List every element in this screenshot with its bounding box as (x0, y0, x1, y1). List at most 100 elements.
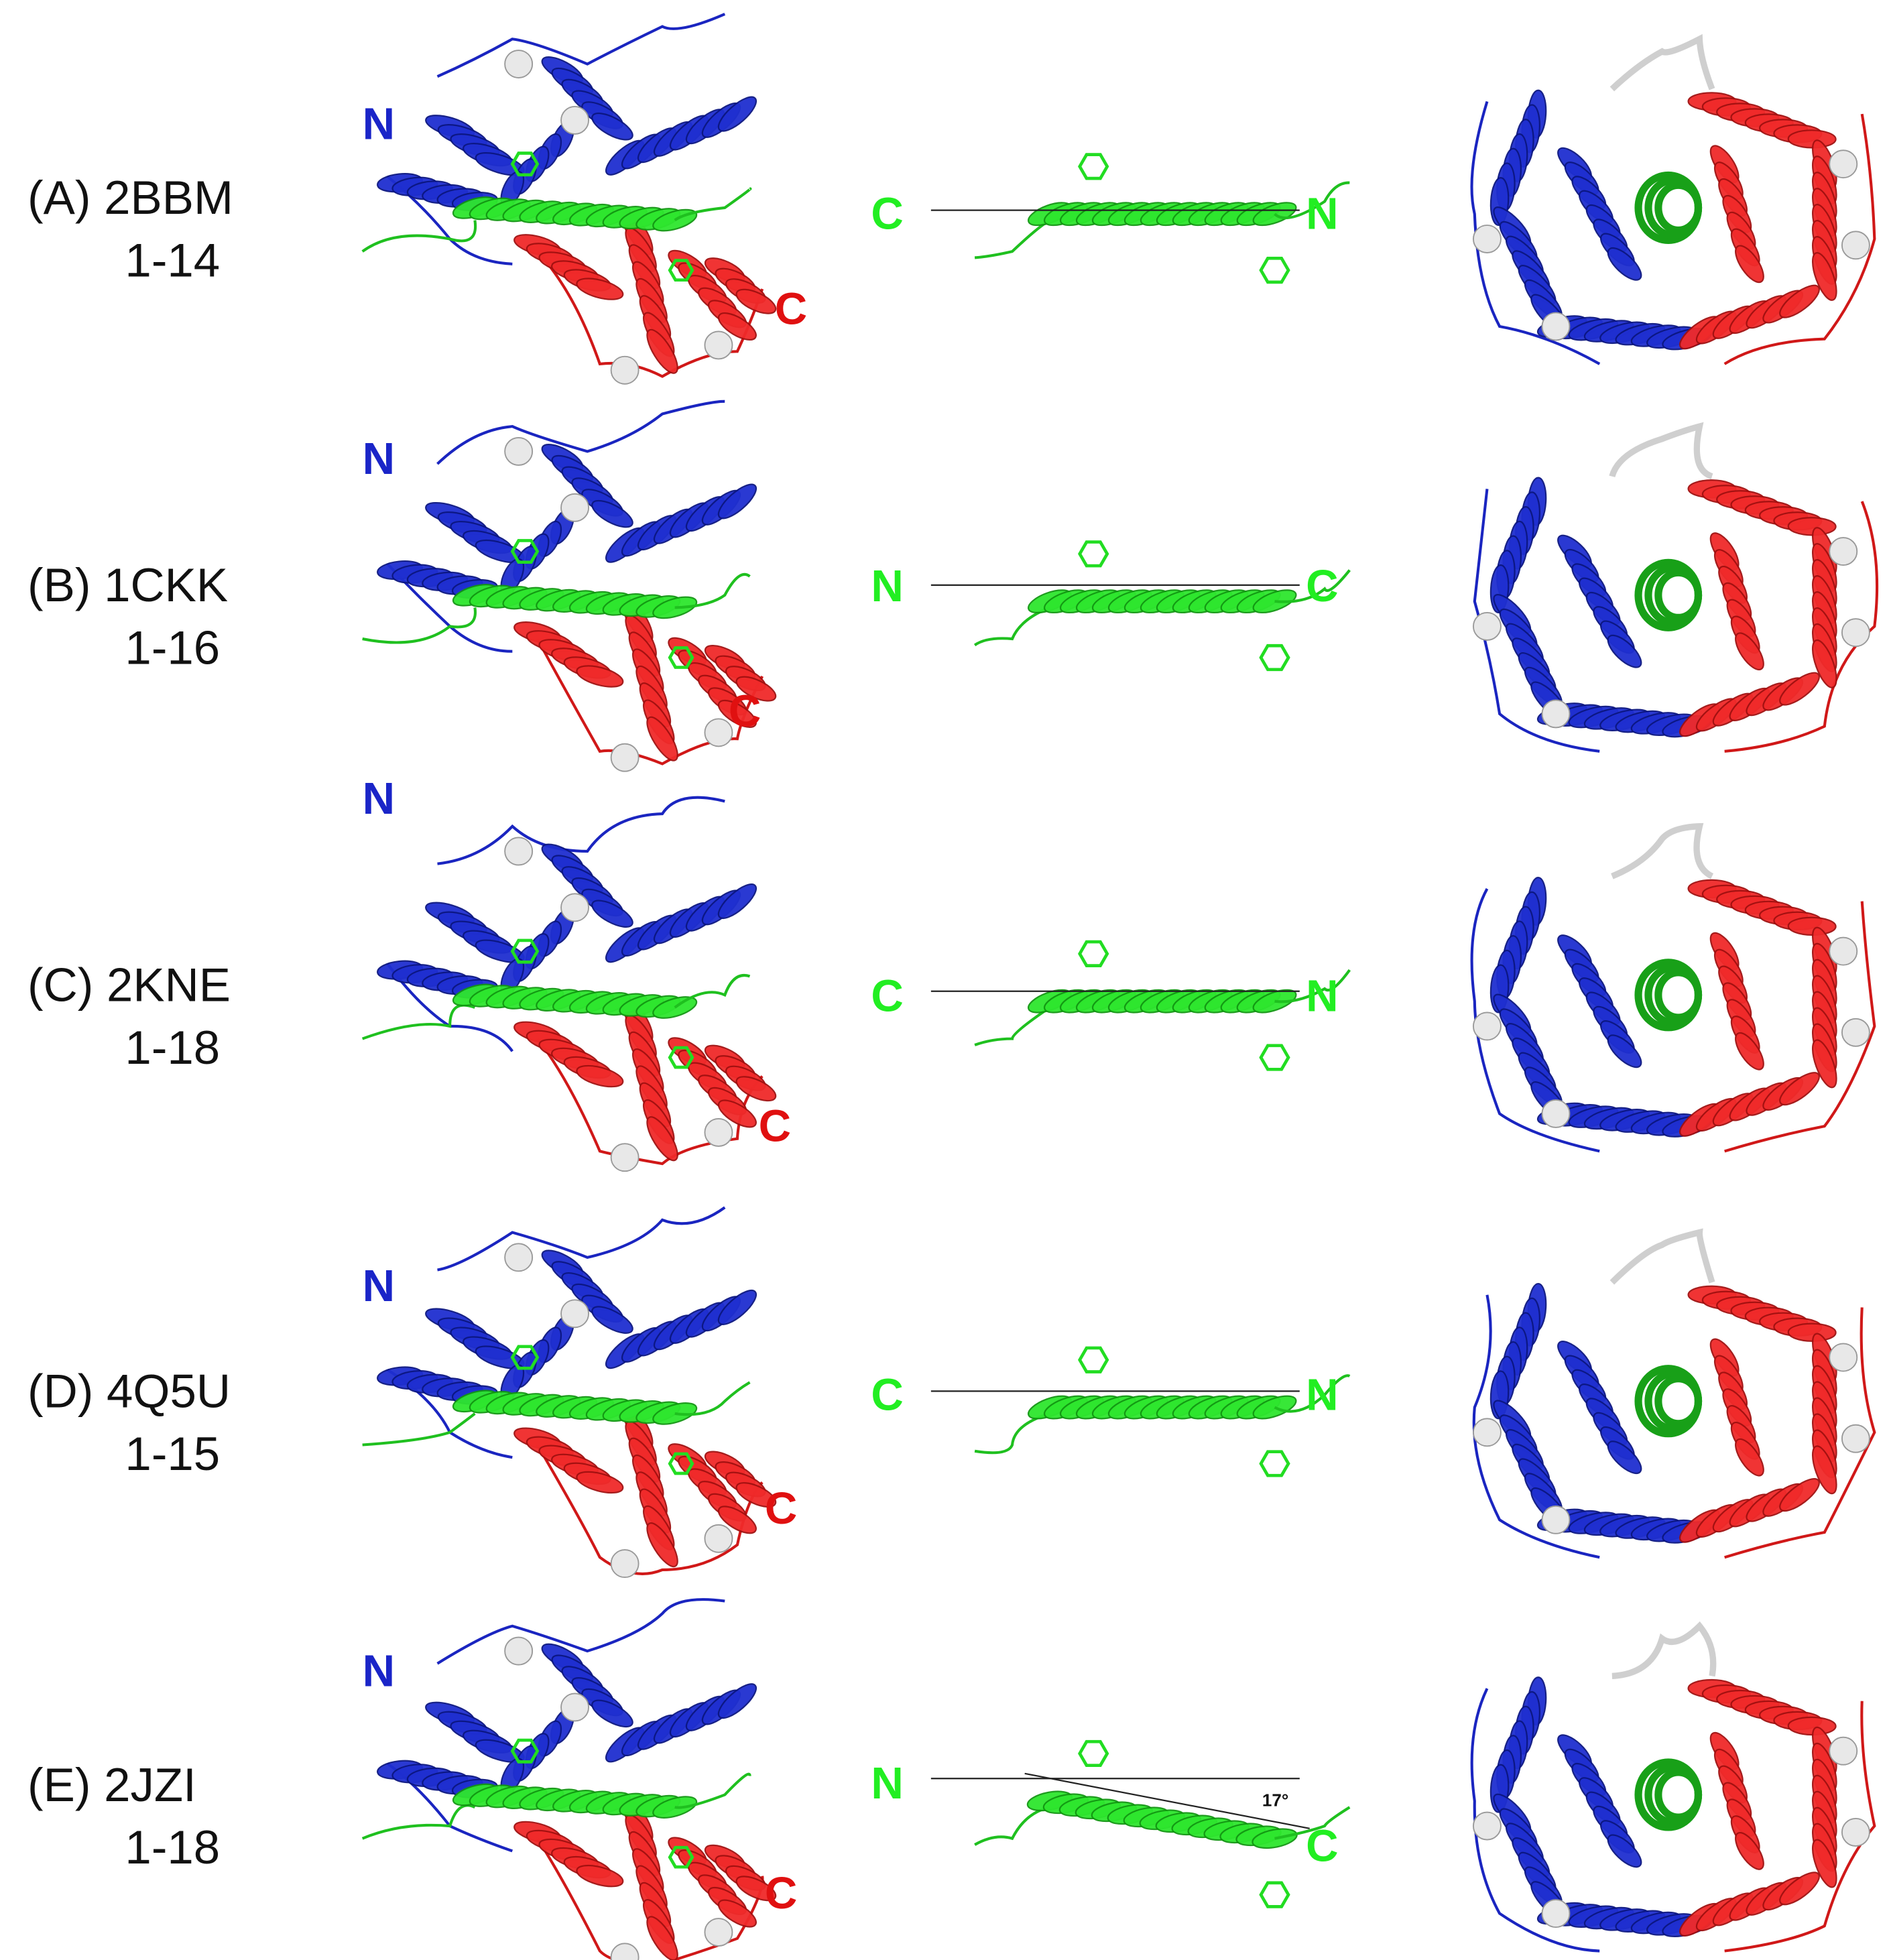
helix (668, 637, 757, 728)
peptide-terminus-left: C (871, 1369, 903, 1420)
structures (361, 13, 1879, 1960)
side-chain (668, 1452, 694, 1475)
helix (541, 843, 633, 928)
helix (1811, 139, 1837, 301)
loop (1274, 1374, 1351, 1413)
ion (1841, 1424, 1870, 1453)
helix (513, 234, 624, 300)
helix (1489, 477, 1547, 613)
helix-turn (1811, 1039, 1837, 1089)
ion (1829, 1343, 1858, 1372)
ion (1829, 936, 1858, 966)
ion (1473, 225, 1502, 253)
helix (1557, 1734, 1642, 1868)
panel-label: (D) 4Q5U (27, 1365, 231, 1418)
helix-turn (576, 1064, 624, 1088)
panel-label: (B) 1CKK (27, 559, 228, 612)
loop (674, 1772, 751, 1809)
ion (504, 1243, 534, 1272)
c-terminus: C (775, 284, 807, 334)
residue-range: 1-18 (125, 1821, 220, 1874)
loop (1473, 489, 1600, 753)
helix (541, 1643, 633, 1728)
ion (1473, 611, 1502, 641)
loop (1724, 1307, 1876, 1559)
peptide-terminus-left: C (871, 189, 903, 239)
helix-turn (1779, 672, 1820, 706)
n-terminus: N (363, 1646, 395, 1696)
helix-turn (591, 1306, 633, 1334)
helix (1709, 932, 1764, 1070)
helix-turn (591, 499, 633, 528)
helix (704, 645, 777, 702)
helix (621, 1797, 678, 1960)
side-chain (510, 1345, 540, 1370)
panel-label: (C) 2KNE (27, 959, 231, 1012)
angle-label: 17° (1262, 1790, 1288, 1810)
helix-turn (717, 312, 757, 341)
ion (1473, 1811, 1502, 1841)
central-helix (1654, 181, 1703, 235)
ion (1473, 1418, 1502, 1447)
helix (1687, 92, 1837, 149)
ion (1473, 1012, 1502, 1041)
helix-turn (646, 1116, 678, 1162)
c-terminus: C (729, 686, 761, 737)
helix (1687, 879, 1837, 936)
side-chain (668, 1845, 694, 1869)
loop (436, 1598, 725, 1665)
loop (437, 796, 725, 865)
n-terminus: N (363, 434, 395, 484)
loop (362, 1412, 476, 1447)
helix (1493, 993, 1569, 1121)
helix-turn (717, 883, 757, 920)
loop (1611, 1621, 1717, 1680)
helix-turn (1735, 632, 1764, 671)
helix-turn (1811, 639, 1837, 688)
loop (1274, 1806, 1351, 1840)
helix (452, 196, 698, 232)
helix (1679, 1478, 1820, 1543)
helix (1811, 1333, 1837, 1495)
helix (1687, 479, 1837, 536)
side-chain (1259, 1881, 1290, 1908)
helix (452, 1390, 698, 1425)
helix (1709, 532, 1764, 671)
helix-turn (1811, 1839, 1837, 1888)
side-chain (1259, 1044, 1290, 1071)
loop (674, 572, 751, 609)
helix-turn (717, 1683, 757, 1719)
helix (1557, 934, 1642, 1068)
helix (425, 1701, 525, 1763)
side-chain (1078, 1739, 1109, 1768)
loop (361, 1003, 476, 1040)
side-chain (1259, 257, 1290, 284)
loop (674, 974, 751, 1009)
loop (1724, 901, 1876, 1153)
helix (513, 621, 624, 688)
helix-turn (717, 483, 757, 519)
helix (621, 997, 678, 1162)
helix-turn (646, 1522, 678, 1568)
helix-turn (717, 96, 757, 132)
helix (1709, 1731, 1764, 1870)
ion (560, 493, 589, 522)
loop (674, 1381, 751, 1416)
helix (1557, 534, 1642, 668)
helix-turn (735, 676, 777, 702)
side-chain (1078, 940, 1109, 967)
helix (1679, 672, 1820, 737)
n-terminus: N (363, 1261, 395, 1311)
helix (425, 1308, 525, 1369)
ion (610, 1943, 640, 1960)
side-chain (510, 1738, 540, 1764)
helix-turn (1787, 916, 1837, 936)
helix (1557, 147, 1642, 281)
helix-turn (1779, 284, 1820, 318)
helix-turn (591, 112, 633, 141)
loop (1472, 1294, 1600, 1559)
ion (560, 893, 589, 922)
helix (1536, 1902, 1713, 1937)
ion (560, 105, 589, 135)
